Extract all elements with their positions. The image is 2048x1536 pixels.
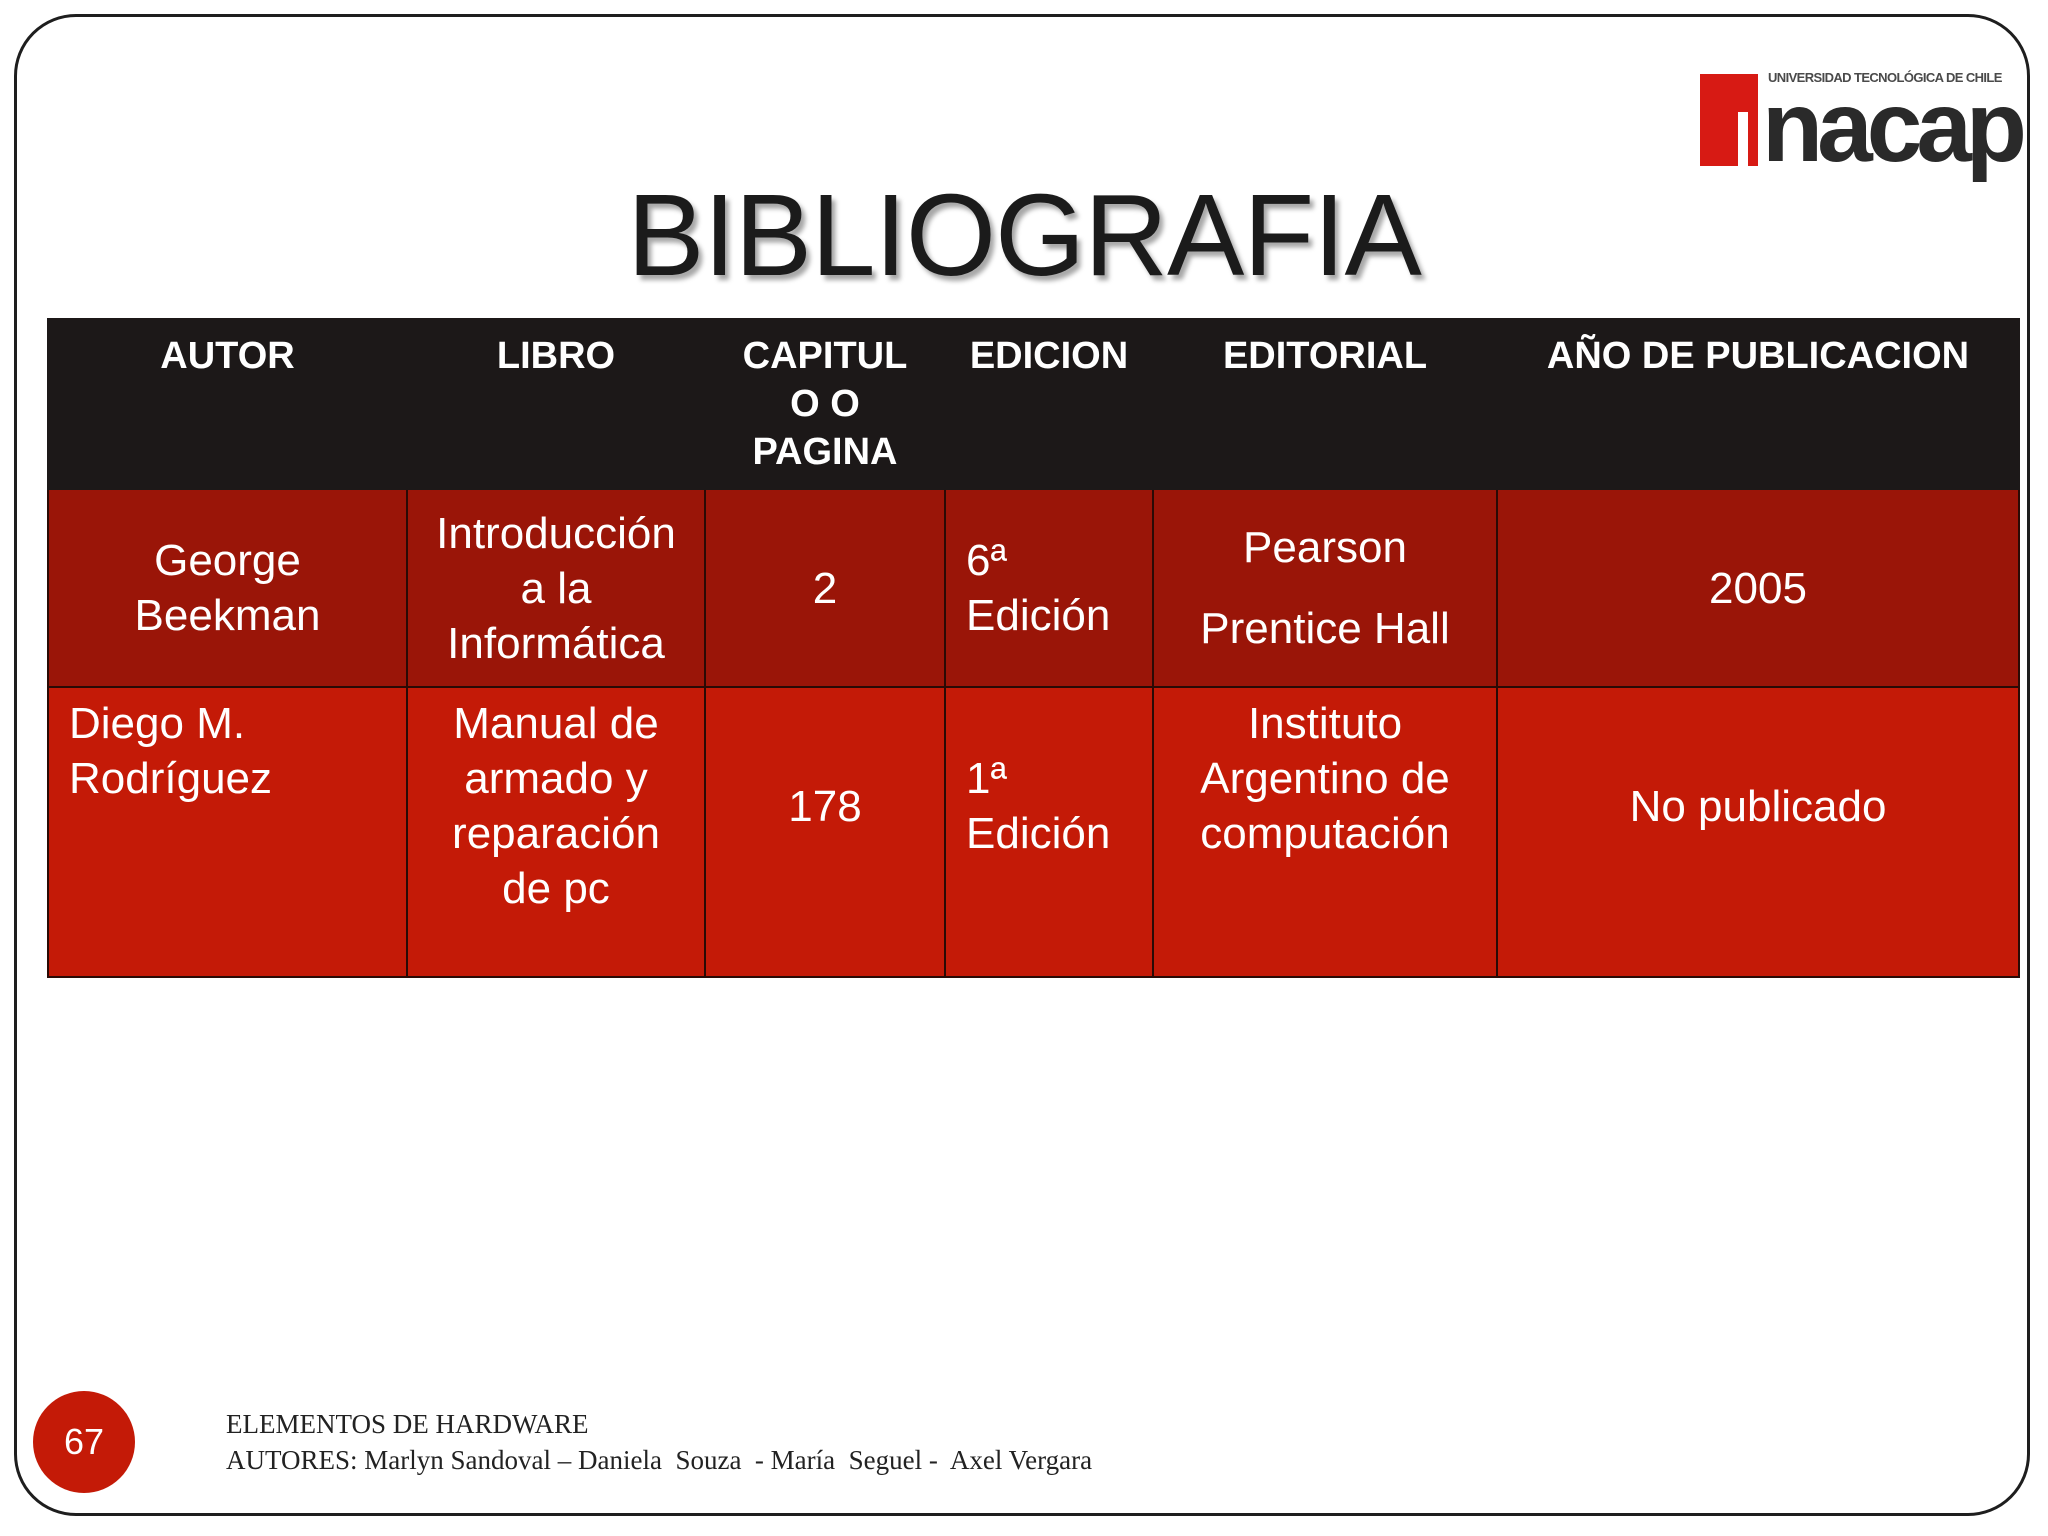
logo-wordmark: nacap xyxy=(1762,71,2027,183)
footer-authors: AUTORES: Marlyn Sandoval – Daniela Souza… xyxy=(226,1445,1093,1475)
bibliography-table: AUTOR LIBRO CAPITUL O O PAGINA EDICION E… xyxy=(47,318,2020,978)
footer: ELEMENTOS DE HARDWARE AUTORES: Marlyn Sa… xyxy=(226,1406,1092,1478)
cell-libro: Manual de armado y reparación de pc xyxy=(406,686,706,978)
table-row: Diego M. Rodríguez Manual de armado y re… xyxy=(47,686,2020,978)
header-libro: LIBRO xyxy=(406,318,706,490)
cell-libro: Introducción a la Informática xyxy=(406,488,706,688)
cell-edicion: 1ª Edición xyxy=(944,686,1154,978)
editorial-line-2: Prentice Hall xyxy=(1200,604,1450,653)
table-header-row: AUTOR LIBRO CAPITUL O O PAGINA EDICION E… xyxy=(47,318,2020,490)
page-number-badge: 67 xyxy=(33,1391,135,1493)
slide-title: BIBLIOGRAFIA xyxy=(627,170,1422,300)
cell-anio: 2005 xyxy=(1496,488,2020,688)
cell-anio: No publicado xyxy=(1496,686,2020,978)
cell-autor: Diego M. Rodríguez xyxy=(47,686,408,978)
header-edicion: EDICION xyxy=(944,318,1154,490)
header-capitulo: CAPITUL O O PAGINA xyxy=(704,318,946,490)
cell-capitulo: 178 xyxy=(704,686,946,978)
cell-edicion: 6ª Edición xyxy=(944,488,1154,688)
header-editorial: EDITORIAL xyxy=(1152,318,1498,490)
cell-editorial: Instituto Argentino de computación xyxy=(1152,686,1498,978)
footer-course-title: ELEMENTOS DE HARDWARE xyxy=(226,1409,589,1439)
editorial-line-1: Pearson xyxy=(1243,523,1407,572)
inacap-logo: UNIVERSIDAD TECNOLÓGICA DE CHILE nacap xyxy=(1700,64,2027,184)
header-autor: AUTOR xyxy=(47,318,408,490)
header-anio: AÑO DE PUBLICACION xyxy=(1496,318,2020,490)
cell-capitulo: 2 xyxy=(704,488,946,688)
cell-editorial: Pearson Prentice Hall xyxy=(1152,488,1498,688)
logo-red-block xyxy=(1700,74,1758,166)
table-row: George Beekman Introducción a la Informá… xyxy=(47,488,2020,688)
logo-tagline: UNIVERSIDAD TECNOLÓGICA DE CHILE xyxy=(1768,70,2002,85)
cell-autor: George Beekman xyxy=(47,488,408,688)
